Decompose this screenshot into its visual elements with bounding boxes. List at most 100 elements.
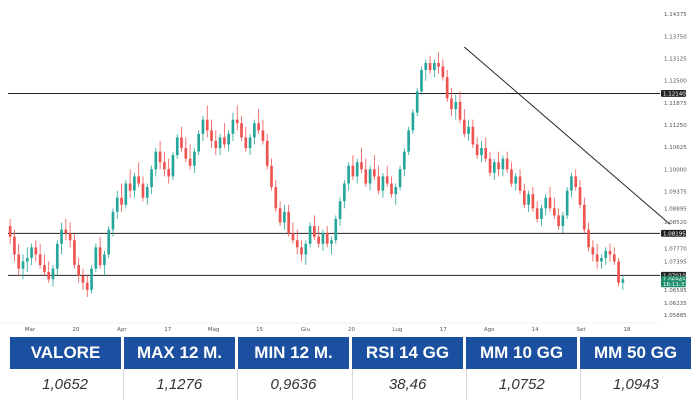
candle-42 [188,144,192,170]
candle-74 [325,226,329,248]
candle-body [8,226,12,237]
candle-118 [514,172,518,191]
candle-body [514,176,518,184]
candle-88 [385,165,389,188]
candle-body [25,257,29,262]
candle-125 [544,194,548,216]
candle-143 [621,275,625,290]
candle-body [458,101,462,120]
candle-body [505,158,509,170]
candle-body [420,70,423,92]
candle-body [578,187,582,205]
candle-body [167,169,171,177]
stats-values-row: 1,0652 1,1276 0,9636 38,46 1,0752 1,0943 [10,369,692,400]
candle-86 [377,165,380,195]
y-tick-label: 1.07395 [664,260,687,266]
candle-body [128,183,132,191]
candle-22 [103,250,106,276]
candle-body [364,169,368,184]
x-axis: Mar 20 Apr 17 Mag 15 Giu 20 Lug 17 Ago 14 Set 18 [25,327,631,333]
candle-75 [330,236,333,255]
stats-table: VALORE MAX 12 M. MIN 12 M. RSI 14 GG MM … [10,337,692,400]
candle-body [30,247,33,258]
candle-body [565,190,569,216]
y-tick-label: 1.14375 [664,12,687,18]
candle-39 [175,133,179,159]
value-mm-50gg: 1,0943 [579,369,692,400]
candle-body [308,226,312,244]
candle-body [454,101,458,110]
candle-53 [235,105,239,131]
value-max-12m: 1,1276 [123,369,235,400]
y-tick-label: 1.07770 [664,246,687,252]
candle-5 [30,243,33,266]
x-tick-label: Mar [25,327,36,333]
candle-79 [347,162,350,191]
candle-33 [150,165,153,195]
candle-body [522,190,526,205]
candle-126 [548,187,552,212]
header-mm-50gg: MM 50 GG [580,337,691,369]
candle-89 [390,176,393,198]
candle-body [591,247,595,255]
candle-body [43,265,46,273]
candle-body [193,151,196,166]
candle-body [433,62,436,71]
candle-142 [617,257,620,287]
candle-130 [565,187,569,219]
candles [8,52,625,297]
candle-57 [253,119,256,145]
candle-body [403,151,406,170]
candle-body [338,201,342,219]
trendline [463,46,671,225]
candle-body [300,247,303,255]
candle-133 [578,179,582,209]
candle-body [471,126,475,145]
candle-138 [600,254,603,269]
y-tick-label: 1.11875 [664,101,687,107]
candle-body [244,137,248,149]
candle-body [587,229,590,248]
candle-body [13,236,16,255]
candle-62 [274,179,278,212]
candle-124 [540,204,543,227]
candle-6 [34,240,38,262]
candle-body [351,165,355,177]
candle-body [73,240,76,266]
value-valore: 1,0652 [10,369,121,400]
x-tick-label: Lug [392,327,402,333]
price-tag-0: 1.12140 [661,90,686,97]
candle-body [38,254,42,266]
candle-93 [407,126,410,156]
candle-2 [17,243,21,276]
candle-body [441,66,445,78]
candle-body [81,275,85,283]
candle-body [608,250,612,255]
candle-body [98,247,102,266]
candle-131 [570,172,573,198]
candle-72 [317,226,320,248]
y-tick-label: 1.12500 [664,79,687,85]
candle-43 [193,148,196,173]
candle-body [270,165,273,188]
candle-body [373,169,376,177]
candle-78 [343,179,346,209]
candle-body [253,123,256,138]
candle-40 [180,126,183,152]
candle-body [51,268,55,280]
candle-29 [133,172,136,198]
candle-73 [321,229,325,251]
candle-body [497,162,500,170]
candle-51 [227,130,230,152]
candle-139 [604,247,608,266]
candle-34 [154,148,158,177]
candle-body [334,218,338,241]
candle-69 [304,240,308,266]
candle-47 [210,119,213,149]
chart-background [0,0,700,336]
candle-body [287,211,290,234]
candle-body [210,130,213,141]
candle-135 [587,222,590,251]
candle-body [163,162,166,170]
